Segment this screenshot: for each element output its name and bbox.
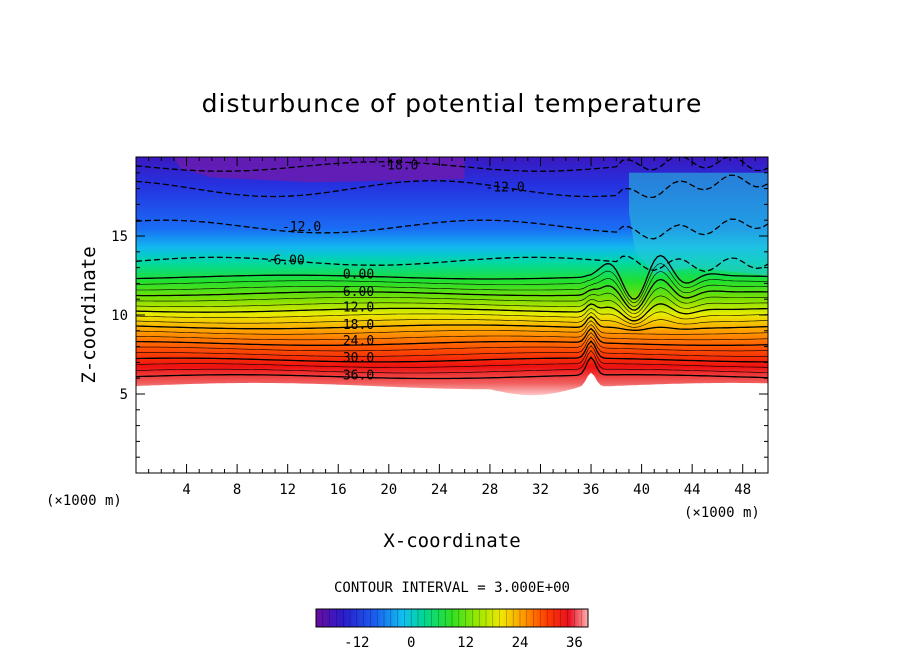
contour-label: 6.00 [343, 285, 374, 300]
contour-label: 12.0 [343, 301, 374, 316]
contour-label: 30.0 [343, 351, 374, 366]
contour-line [136, 278, 768, 311]
colorbar-tick-label: -12 [344, 635, 369, 651]
colorbar-tick-label: 24 [512, 635, 529, 651]
contour-label: -12.0 [486, 181, 525, 196]
y-tick-label: 15 [111, 229, 128, 245]
contour-line [136, 271, 768, 307]
contour-line [136, 327, 768, 346]
x-tick-label: 44 [684, 482, 701, 498]
contour-line [136, 303, 768, 322]
contour-line [136, 345, 768, 368]
contour-line [136, 324, 768, 341]
colorbar [315, 608, 589, 628]
colorbar-tick-label: 12 [457, 635, 474, 651]
cold-anomaly-region [173, 157, 465, 183]
negative-contour-line [136, 174, 768, 199]
contour-lines [136, 157, 768, 380]
colorbar-separators [322, 609, 582, 627]
temperature-field [136, 157, 768, 396]
contour-label: -18.0 [379, 159, 418, 174]
x-tick-label: 48 [734, 482, 751, 498]
y-tick-label: 10 [111, 308, 128, 324]
contour-line [136, 350, 768, 374]
x-left-unit-label: (×1000 m) [46, 493, 122, 509]
x-tick-label: 16 [330, 482, 347, 498]
negative-contour-line [136, 255, 768, 273]
contour-line [136, 263, 768, 304]
x-tick-label: 8 [233, 482, 241, 498]
x-tick-label: 40 [633, 482, 650, 498]
negative-contour-line [136, 218, 768, 240]
x-tick-label: 36 [583, 482, 600, 498]
x-tick-label: 24 [431, 482, 448, 498]
colorbar-tick-label: 0 [407, 635, 415, 651]
contour-line [136, 287, 768, 315]
colorbar-ticks: -12 0 12 24 36 [344, 635, 583, 651]
x-tick-label: 12 [279, 482, 296, 498]
x-tick-label: 28 [481, 482, 498, 498]
contour-line [136, 295, 768, 318]
x-tick-label: 4 [182, 482, 190, 498]
negative-contour-line [136, 157, 768, 172]
contour-label: -6.00 [266, 253, 305, 268]
colorbar-tick-label: 36 [566, 635, 583, 651]
contour-interval-text: CONTOUR INTERVAL = 3.000E+00 [334, 580, 570, 596]
turbulent-mixing-region [629, 172, 768, 276]
y-axis-label: Z-coordinate [78, 246, 100, 383]
contour-label: 24.0 [343, 334, 374, 349]
contour-line [136, 307, 768, 325]
y-axis-ticks: 5 10 15 [111, 172, 768, 458]
y-tick-label: 5 [120, 387, 128, 403]
contour-line [136, 336, 768, 357]
contour-line [136, 356, 768, 380]
contour-line [136, 332, 768, 352]
x-axis-label: X-coordinate [383, 530, 520, 552]
contour-label: 0.00 [343, 268, 374, 283]
contour-label: -12.0 [282, 220, 321, 235]
x-unit-label: (×1000 m) [684, 505, 760, 521]
contour-line [136, 312, 768, 328]
x-tick-label: 32 [532, 482, 549, 498]
contour-line [136, 315, 768, 331]
x-tick-label: 20 [380, 482, 397, 498]
contour-label: 36.0 [343, 369, 374, 384]
contour-line [136, 320, 768, 335]
x-axis-ticks: 4 8 12 16 20 24 28 32 36 40 44 48 [148, 157, 756, 498]
chart-title: disturbunce of potential temperature [202, 89, 703, 118]
contour-line [136, 340, 768, 363]
contour-label: 18.0 [343, 318, 374, 333]
contour-line [136, 254, 768, 300]
